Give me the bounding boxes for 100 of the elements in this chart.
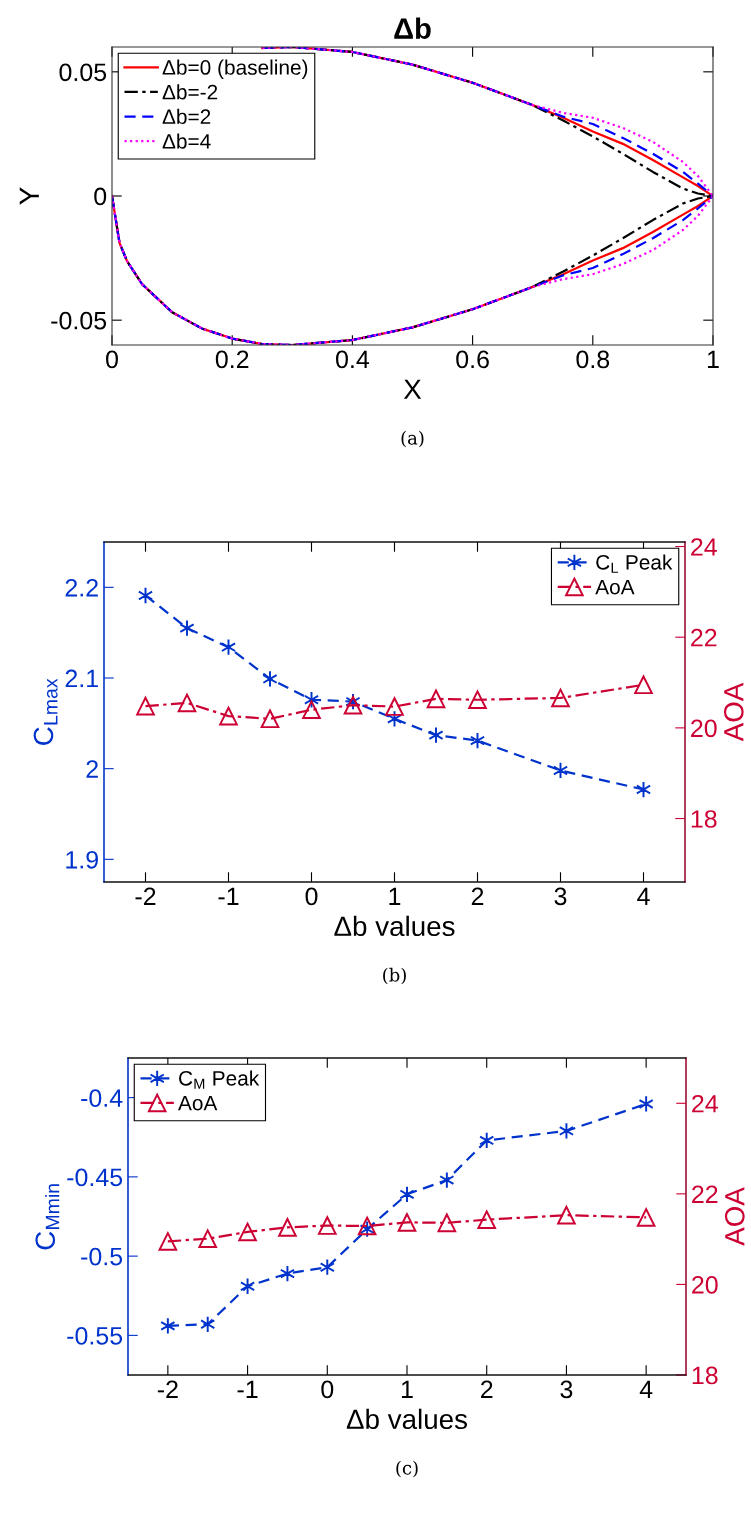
point bbox=[426, 689, 446, 709]
point bbox=[437, 1213, 457, 1233]
y-tick-label: -0.5 bbox=[81, 1247, 123, 1266]
y2-tick-label: 22 bbox=[692, 1185, 718, 1203]
x-tick-label: 1 bbox=[389, 887, 401, 905]
point bbox=[428, 726, 444, 744]
point bbox=[469, 731, 486, 750]
point bbox=[219, 706, 238, 726]
point bbox=[635, 780, 652, 799]
x-tick-label: -1 bbox=[218, 887, 239, 905]
x-tick-label: -2 bbox=[157, 1380, 178, 1398]
point bbox=[262, 670, 278, 688]
legend-label: AoA bbox=[178, 1095, 218, 1111]
x-tick-label: 3 bbox=[554, 887, 567, 906]
legend-label: AoA bbox=[595, 579, 635, 595]
y-tick-label: -0.05 bbox=[51, 311, 107, 330]
y2-tick-label: 22 bbox=[691, 628, 717, 647]
y2-tick-label: 18 bbox=[691, 810, 717, 828]
x-tick-label: -1 bbox=[237, 1380, 258, 1398]
x-tick-label: 0.6 bbox=[456, 350, 489, 369]
y-tick-label: 0.05 bbox=[59, 63, 107, 82]
x-tick-label: 0.4 bbox=[336, 350, 370, 369]
point bbox=[634, 675, 653, 695]
point bbox=[302, 700, 321, 720]
point bbox=[278, 1218, 297, 1237]
point bbox=[468, 690, 487, 710]
point bbox=[198, 1229, 218, 1248]
point bbox=[177, 693, 197, 713]
point bbox=[552, 761, 569, 780]
y-tick-label: 1.9 bbox=[66, 850, 98, 869]
x-axis-title: Δb values bbox=[346, 1408, 468, 1430]
point bbox=[551, 688, 570, 708]
x-tick-label: 0 bbox=[305, 887, 318, 906]
point bbox=[220, 638, 237, 656]
x-tick-label: 2 bbox=[471, 887, 484, 905]
legend-label: Δb=0 (baseline) bbox=[162, 59, 308, 79]
y-tick-label: 2 bbox=[86, 760, 98, 778]
y-axis-title: C$_{Mmin}$ bbox=[35, 1184, 60, 1250]
point bbox=[260, 709, 280, 729]
point bbox=[557, 1205, 576, 1225]
point bbox=[636, 1208, 656, 1227]
x-tick-label: 1 bbox=[707, 350, 719, 368]
point bbox=[558, 1122, 575, 1140]
y2-tick-label: 18 bbox=[692, 1366, 718, 1385]
y-tick-label: -0.4 bbox=[81, 1089, 123, 1107]
point bbox=[638, 1095, 654, 1113]
point bbox=[319, 1258, 335, 1276]
point bbox=[279, 1264, 296, 1283]
x-tick-label: 0.8 bbox=[576, 350, 610, 369]
legend-label: Δb=4 bbox=[162, 133, 211, 149]
legend-label: Δb=-2 bbox=[162, 84, 218, 100]
y2-tick-label: 20 bbox=[692, 1276, 718, 1294]
point bbox=[200, 1315, 216, 1333]
y-tick-label: -0.45 bbox=[67, 1168, 123, 1187]
point bbox=[303, 691, 320, 709]
legend-label: C$_{L}$ Peak bbox=[596, 554, 673, 573]
y-tick-label: 0 bbox=[94, 187, 107, 206]
point bbox=[479, 1131, 495, 1150]
y2-tick-label: 20 bbox=[691, 719, 717, 738]
x-tick-label: 2 bbox=[481, 1380, 493, 1398]
y-axis-title: Y bbox=[19, 187, 39, 205]
x-axis-title: Δb values bbox=[334, 915, 455, 937]
point bbox=[397, 1213, 417, 1232]
text: (b) bbox=[383, 967, 406, 985]
point bbox=[179, 619, 195, 637]
y-tick-label: -0.55 bbox=[67, 1326, 123, 1345]
x-axis-title: X bbox=[403, 379, 422, 399]
y-tick-label: 2.1 bbox=[65, 669, 98, 688]
y-axis-title: C$_{Lmax}$ bbox=[33, 678, 58, 745]
legend-label: C$_{M}$ Peak bbox=[179, 1070, 260, 1089]
y-tick-label: 2.2 bbox=[65, 578, 98, 597]
point bbox=[345, 692, 361, 711]
point bbox=[317, 1216, 337, 1235]
text: (c) bbox=[396, 1460, 418, 1478]
x-tick-label: 4 bbox=[639, 1380, 653, 1398]
point bbox=[136, 696, 155, 716]
point bbox=[385, 697, 404, 716]
x-tick-label: 1 bbox=[401, 1380, 413, 1398]
point bbox=[239, 1277, 256, 1295]
point bbox=[343, 695, 363, 715]
x-tick-label: -2 bbox=[135, 887, 156, 905]
point bbox=[158, 1232, 178, 1251]
y2-axis-title: AOA bbox=[724, 1187, 745, 1246]
point bbox=[477, 1210, 497, 1229]
point bbox=[238, 1222, 257, 1242]
point bbox=[439, 1171, 455, 1189]
point bbox=[386, 710, 403, 728]
chart-title: Δb bbox=[394, 17, 431, 39]
point bbox=[137, 586, 154, 605]
x-tick-label: 3 bbox=[560, 1380, 573, 1399]
text: (a) bbox=[401, 430, 424, 448]
point bbox=[160, 1317, 176, 1335]
y2-tick-label: 24 bbox=[692, 1094, 718, 1113]
x-tick-label: 0 bbox=[321, 1380, 334, 1399]
y2-tick-label: 24 bbox=[691, 538, 717, 556]
x-tick-label: 4 bbox=[637, 887, 650, 905]
legend-label: Δb=2 bbox=[162, 108, 211, 125]
x-tick-label: 0.2 bbox=[215, 350, 249, 369]
y2-axis-title: AOA bbox=[723, 682, 744, 742]
point bbox=[399, 1185, 415, 1203]
